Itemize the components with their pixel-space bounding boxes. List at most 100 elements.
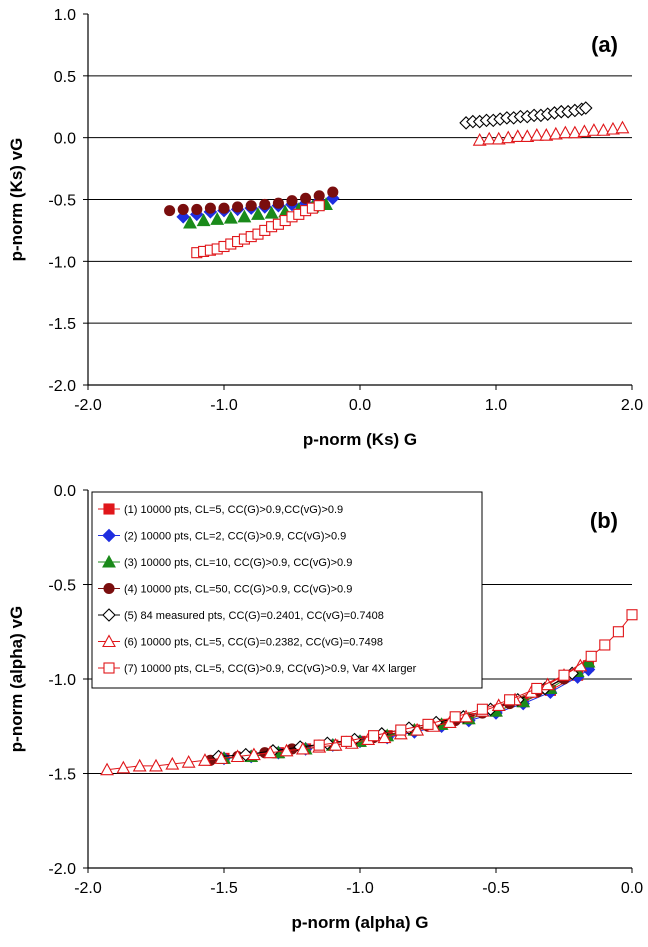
data-point <box>272 197 284 209</box>
data-point <box>196 213 211 227</box>
data-point <box>612 626 624 638</box>
data-point <box>259 198 271 210</box>
data-point <box>286 195 298 207</box>
data-point <box>264 205 279 219</box>
panel-label: (a) <box>591 32 618 57</box>
series-2 <box>183 197 333 229</box>
panel-a: -2.0 -1.5 -1.0 -0.5 0.0 0.5 1.0 -2.0 -1.0 0.0 1.0 2… <box>7 7 643 449</box>
data-point <box>100 762 114 776</box>
y-tick-label: 1.0 <box>54 7 76 24</box>
data-point <box>328 738 343 751</box>
y-axis-title: p-norm (alpha) vG <box>7 606 26 752</box>
data-point <box>368 730 380 742</box>
legend-marker <box>102 554 116 568</box>
data-point <box>251 207 265 220</box>
y-tick-label: -1.5 <box>48 767 76 784</box>
data-point <box>116 760 131 774</box>
data-point <box>214 751 229 764</box>
x-tick-label: -1.5 <box>210 880 238 897</box>
data-point <box>548 126 563 140</box>
x-tick-label: 0.0 <box>621 880 643 897</box>
series-6 <box>472 120 630 146</box>
legend-marker <box>102 608 116 622</box>
data-point <box>223 210 238 224</box>
y-tick-label: 0.0 <box>54 131 76 148</box>
data-point <box>191 203 203 215</box>
data-point <box>377 730 392 744</box>
legend: (1) 10000 pts, CL=5, CC(G)>0.9,CC(vG)>0.… <box>91 491 483 689</box>
data-point <box>586 123 601 136</box>
data-point <box>245 200 257 212</box>
y-tick-label: -0.5 <box>48 578 76 595</box>
data-point <box>422 718 434 730</box>
data-point <box>577 124 592 138</box>
x-axis-title: p-norm (Ks) G <box>303 430 417 449</box>
series-4 <box>191 200 325 259</box>
x-axis-title: p-norm (alpha) G <box>292 913 429 932</box>
data-point <box>491 131 506 145</box>
data-point <box>459 709 474 723</box>
x-tick-label: 2.0 <box>621 397 643 414</box>
data-point <box>327 186 339 198</box>
data-point <box>520 129 535 142</box>
legend-marker <box>102 528 116 543</box>
legend-marker <box>103 662 115 674</box>
x-tick-label: 1.0 <box>485 397 507 414</box>
data-point <box>626 609 638 621</box>
x-tick-label: -2.0 <box>74 397 102 414</box>
y-tick-label: -2.0 <box>48 378 76 395</box>
legend-item: (6) 10000 pts, CL=5, CC(G)=0.2382, CC(vG… <box>98 634 383 649</box>
data-point <box>177 203 189 215</box>
x-tick-label: -1.0 <box>346 880 374 897</box>
legend-label: (5) 84 measured pts, CC(G)=0.2401, CC(vG… <box>124 610 384 622</box>
series-3 <box>164 186 339 217</box>
series-7 <box>313 609 638 751</box>
legend-label: (2) 10000 pts, CL=2, CC(G)>0.9, CC(vG)>0… <box>124 531 346 543</box>
data-point <box>558 125 573 139</box>
y-tick-label: 0.0 <box>54 483 76 500</box>
x-tick-label: 0.0 <box>349 397 371 414</box>
data-point <box>263 745 278 759</box>
legend-label: (4) 10000 pts, CL=50, CC(G)>0.9, CC(vG)>… <box>124 584 352 596</box>
legend-item: (7) 10000 pts, CL=5, CC(G)>0.9, CC(vG)>0… <box>98 662 417 675</box>
legend-label: (1) 10000 pts, CL=5, CC(G)>0.9,CC(vG)>0.… <box>124 504 343 516</box>
data-point <box>183 215 197 229</box>
y-tick-label: 0.5 <box>54 69 76 86</box>
data-point <box>573 658 588 672</box>
data-point <box>596 123 611 136</box>
data-point <box>606 121 620 135</box>
data-point <box>218 202 230 214</box>
data-point <box>181 755 196 768</box>
legend-item: (4) 10000 pts, CL=50, CC(G)>0.9, CC(vG)>… <box>98 582 352 596</box>
data-point <box>615 120 630 134</box>
data-point <box>395 724 407 736</box>
data-point <box>510 129 525 142</box>
data-point <box>149 758 163 772</box>
y-tick-label: -1.0 <box>48 254 76 271</box>
y-tick-label: -2.0 <box>48 861 76 878</box>
y-tick-label: -1.0 <box>48 672 76 689</box>
data-point <box>567 125 582 139</box>
x-tick-label: -1.0 <box>210 397 238 414</box>
legend-item: (2) 10000 pts, CL=2, CC(G)>0.9, CC(vG)>0… <box>98 528 346 543</box>
data-point <box>246 747 261 761</box>
data-point <box>132 758 147 772</box>
data-point <box>476 703 488 715</box>
x-tick-label: -0.5 <box>482 880 510 897</box>
data-point <box>531 682 543 695</box>
data-point <box>230 749 245 763</box>
data-point <box>210 212 225 225</box>
data-point <box>585 650 597 662</box>
legend-label: (7) 10000 pts, CL=5, CC(G)>0.9, CC(vG)>0… <box>124 663 417 675</box>
data-point <box>501 130 516 144</box>
data-point <box>449 711 461 723</box>
legend-box <box>91 491 483 689</box>
legend-item: (1) 10000 pts, CL=5, CC(G)>0.9,CC(vG)>0.… <box>98 503 343 516</box>
data-point <box>529 128 544 141</box>
data-point <box>300 192 312 204</box>
data-point <box>558 669 570 681</box>
data-point <box>410 722 425 736</box>
data-point <box>232 201 244 213</box>
x-tick-label: -2.0 <box>74 880 102 897</box>
